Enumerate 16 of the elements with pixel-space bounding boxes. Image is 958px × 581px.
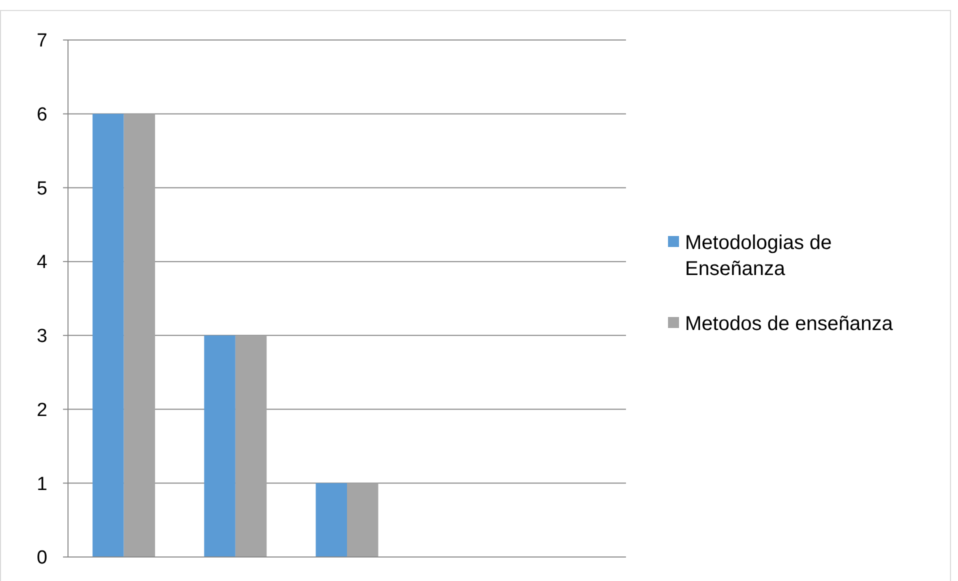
y-tick-label: 7 (36, 30, 48, 52)
bar (347, 483, 378, 557)
y-tick-label: 1 (36, 474, 48, 495)
legend-label: Metodos de enseñanza (685, 313, 894, 335)
bar (204, 335, 236, 557)
y-tick-label: 6 (36, 104, 48, 126)
y-tick-label: 3 (36, 326, 48, 348)
y-tick-label: 0 (36, 548, 48, 569)
legend-label: Metodologias de Enseñanza (685, 232, 832, 280)
y-tick-label: 4 (36, 252, 48, 274)
bar (124, 114, 156, 557)
bar (316, 483, 347, 557)
bar (235, 335, 267, 557)
y-tick-label: 2 (36, 400, 48, 421)
y-tick-label: 5 (36, 178, 48, 200)
bar (92, 114, 124, 557)
